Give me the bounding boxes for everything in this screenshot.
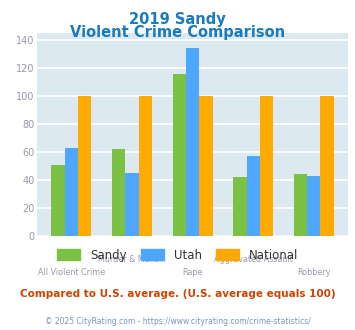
Text: Compared to U.S. average. (U.S. average equals 100): Compared to U.S. average. (U.S. average … bbox=[20, 289, 335, 299]
Bar bbox=[321, 96, 334, 236]
Text: Murder & Mans...: Murder & Mans... bbox=[98, 255, 166, 264]
Text: Aggravated Assault: Aggravated Assault bbox=[214, 255, 293, 264]
Bar bbox=[186, 49, 199, 236]
Bar bbox=[294, 174, 307, 236]
Bar bbox=[125, 173, 139, 236]
Text: Robbery: Robbery bbox=[297, 268, 331, 277]
Bar bbox=[233, 177, 246, 236]
Bar bbox=[139, 96, 152, 236]
Bar bbox=[246, 156, 260, 236]
Bar bbox=[112, 149, 125, 236]
Text: Violent Crime Comparison: Violent Crime Comparison bbox=[70, 25, 285, 40]
Bar bbox=[173, 74, 186, 236]
Bar bbox=[78, 96, 91, 236]
Text: Rape: Rape bbox=[182, 268, 203, 277]
Text: © 2025 CityRating.com - https://www.cityrating.com/crime-statistics/: © 2025 CityRating.com - https://www.city… bbox=[45, 317, 310, 326]
Legend: Sandy, Utah, National: Sandy, Utah, National bbox=[52, 244, 303, 266]
Bar bbox=[65, 148, 78, 236]
Text: All Violent Crime: All Violent Crime bbox=[38, 268, 105, 277]
Bar bbox=[51, 165, 65, 236]
Bar bbox=[199, 96, 213, 236]
Text: 2019 Sandy: 2019 Sandy bbox=[129, 12, 226, 26]
Bar bbox=[307, 176, 321, 236]
Bar bbox=[260, 96, 273, 236]
